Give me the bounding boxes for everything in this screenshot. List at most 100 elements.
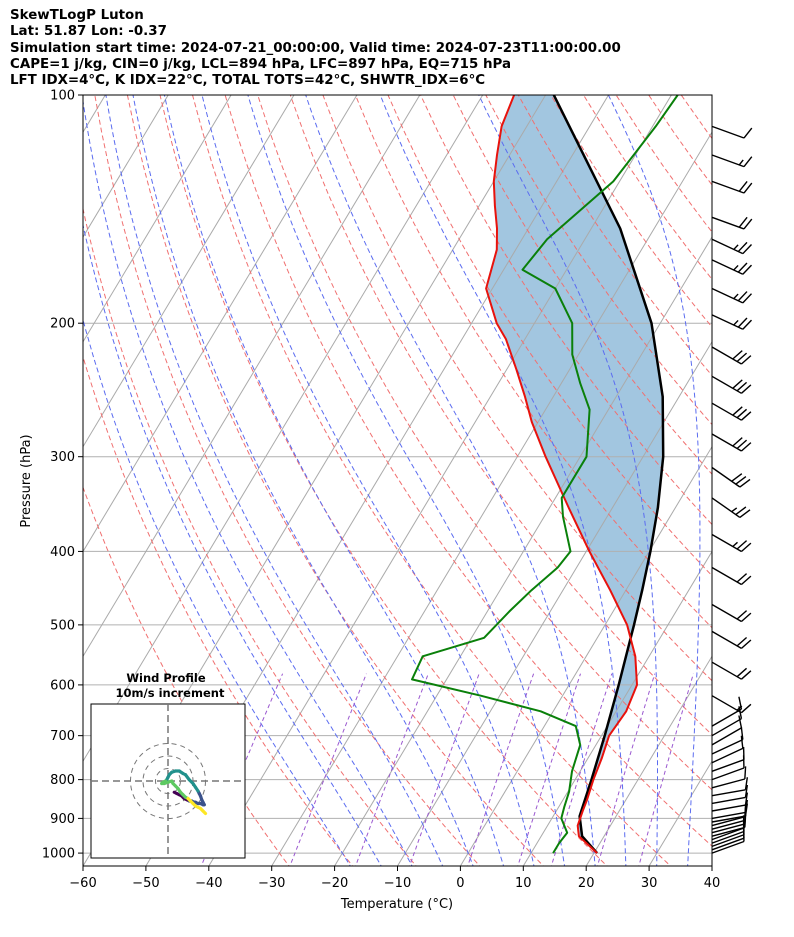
wind-barb [711,735,744,764]
y-tick-label: 600 [50,678,75,693]
dry-adiabat-line [159,95,608,866]
isotherm-line [83,95,484,763]
wind-barb [711,216,753,230]
isotherm-line [83,95,232,343]
y-tick-label: 200 [50,317,75,332]
wind-barb [711,259,753,275]
wind-barb [711,715,743,746]
dry-adiabat-line [485,95,712,426]
wind-barb [711,747,745,772]
chart-header: SkewTLogP Luton Lat: 51.87 Lon: -0.37 Si… [10,8,621,89]
wind-barb [711,799,749,820]
hodograph-title: Wind Profile [126,671,206,685]
wind-barb [711,154,753,168]
wind-barb [711,125,753,139]
moist-adiabat-line [247,95,566,866]
y-axis-label: Pressure (hPa) [19,434,34,527]
wind-barb [711,777,749,797]
mixing-ratio-line [517,673,581,866]
dewpoint-profile-line [411,95,679,854]
parcel-profile-line [552,95,665,854]
moist-adiabat-line [132,95,474,866]
moist-adiabat-line [379,95,627,866]
wind-barb [711,566,752,586]
wind-barb [711,346,752,365]
isotherm-line [208,95,672,866]
x-tick-label: −40 [195,876,222,891]
wind-barb [711,630,752,650]
mixing-ratio-line [550,673,613,866]
wind-barb [711,497,751,518]
wind-barb [711,792,749,812]
isotherm-line [585,655,712,866]
x-axis-label: Temperature (°C) [340,897,453,912]
wind-barb [711,433,752,452]
y-tick-label: 500 [50,618,75,633]
wind-barb [711,695,752,714]
dry-adiabat-line [420,95,712,526]
axes-layer: −60 −50 −40 −30 −20 −10 0 10 20 30 40 1000 900 800 700… [42,89,720,892]
dry-adiabat-line [192,95,672,866]
wind-barb [711,402,752,421]
y-tick-label: 900 [50,812,75,827]
x-tick-label: 10 [515,876,532,891]
mixing-ratio-line [596,673,656,866]
mixing-ratio-line [638,673,694,866]
x-tick-label: 0 [456,876,464,891]
moist-adiabat-line [201,95,535,866]
isotherm-line [83,95,421,658]
isotherm-line [459,445,712,866]
hodograph-segment [201,809,208,816]
lat-lon-line: Lat: 51.87 Lon: -0.37 [10,24,167,40]
wind-barb [711,238,753,255]
moist-adiabat-line [83,222,382,866]
dry-adiabat-line [322,95,712,682]
moist-adiabat-line [305,95,596,866]
x-tick-label: −10 [384,876,411,891]
station-title: SkewTLogP Luton [10,8,144,23]
dry-adiabat-line [126,95,545,866]
wind-barb [711,466,751,488]
wind-barb [711,375,752,394]
y-tick-label: 800 [50,773,75,788]
wind-barbs-layer [711,125,753,854]
moist-adiabat-line [105,95,444,866]
dry-adiabat-line [224,95,712,847]
isotherm-line [334,236,712,866]
moist-adiabat-line [83,318,351,866]
wind-barb [711,755,745,781]
isotherm-line [397,340,712,866]
wind-barb [711,766,747,789]
time-line: Simulation start time: 2024-07-21_00:00:… [10,40,621,56]
wind-barb [711,603,752,623]
wind-barb [711,784,749,805]
mixing-ratio-line [409,673,480,866]
x-tick-label: −20 [321,876,348,891]
y-tick-label: 100 [50,89,75,104]
wind-barb [711,726,744,755]
dry-adiabat-line [714,95,794,869]
y-tick-label: 1000 [42,847,75,862]
temperature-profile-line [485,95,638,854]
x-tick-label: −30 [258,876,285,891]
isotherm-line [271,131,712,866]
dry-adiabat-line [452,95,712,475]
isotherm-line [522,550,712,866]
x-tick-label: −60 [69,876,96,891]
mixing-ratio-line [289,673,367,866]
wind-barb [711,661,752,680]
isotherm-line [711,865,712,866]
dry-adiabat-line [83,486,290,866]
x-tick-label: 30 [641,876,658,891]
dry-adiabat-line [83,355,354,866]
x-tick-label: −50 [132,876,159,891]
mixing-ratio-line [467,673,535,866]
mixing-ratio-line [355,673,429,866]
wind-barb [711,287,753,304]
profile-layer [411,95,679,854]
y-tick-label: 400 [50,545,75,560]
wind-barb [711,180,753,194]
wind-barb [711,533,752,553]
isotherm-line [83,95,169,238]
